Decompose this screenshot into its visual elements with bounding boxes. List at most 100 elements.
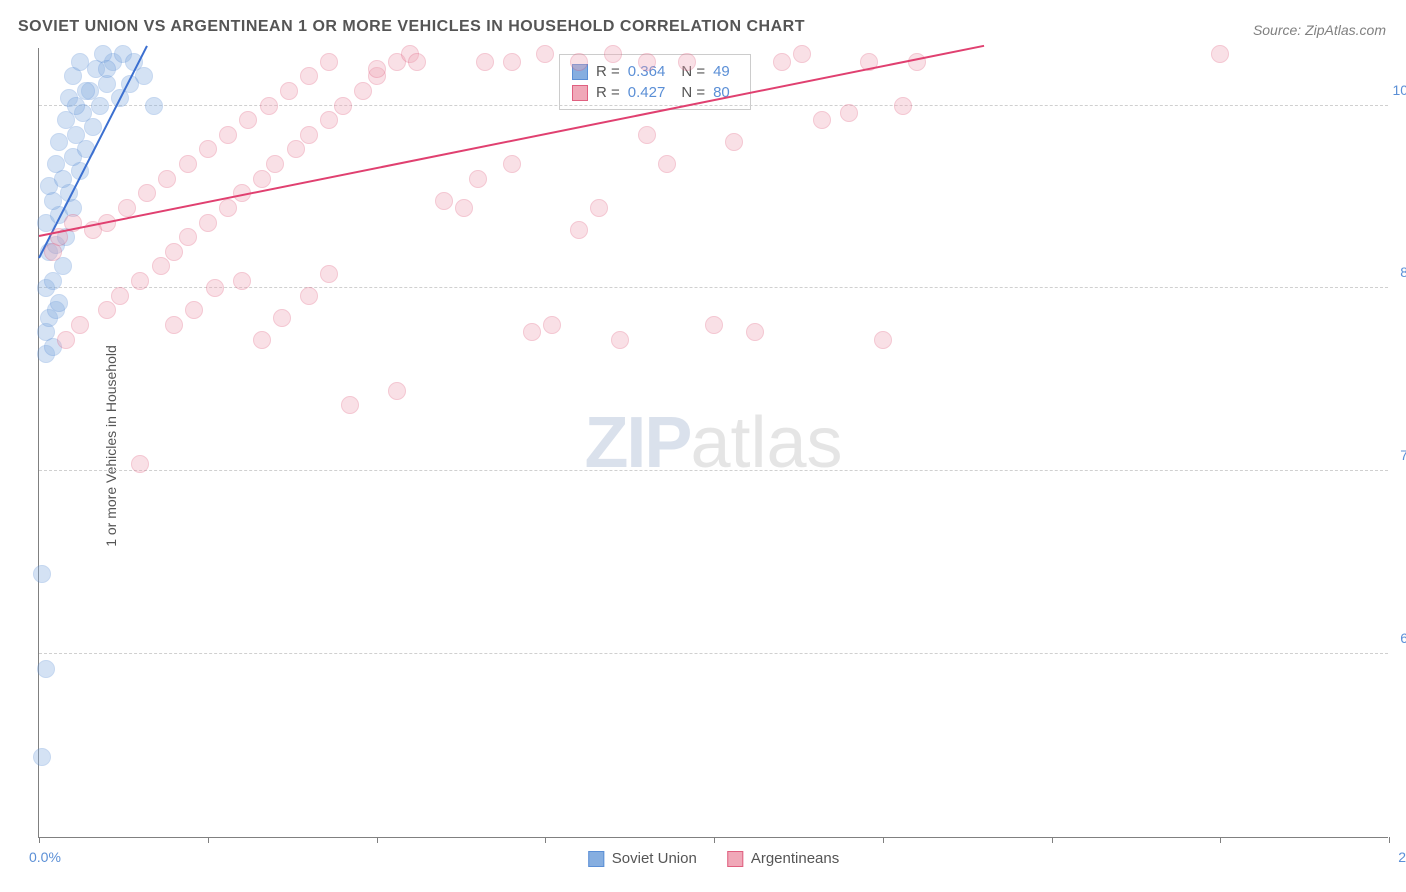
data-point [287, 140, 305, 158]
data-point [570, 53, 588, 71]
data-point [219, 199, 237, 217]
data-point [874, 331, 892, 349]
gridline [39, 470, 1388, 471]
source-attribution: Source: ZipAtlas.com [1253, 22, 1386, 38]
data-point [71, 316, 89, 334]
y-tick-label: 100.0% [1393, 82, 1406, 98]
legend-item: Argentineans [727, 850, 839, 867]
legend-label-r: R = [596, 63, 620, 80]
data-point [131, 455, 149, 473]
data-point [604, 45, 622, 63]
legend-swatch [572, 85, 588, 101]
data-point [773, 53, 791, 71]
data-point [179, 155, 197, 173]
y-tick-label: 62.5% [1400, 630, 1406, 646]
data-point [658, 155, 676, 173]
legend-item: Soviet Union [588, 850, 697, 867]
data-point [1211, 45, 1229, 63]
data-point [341, 396, 359, 414]
data-point [67, 126, 85, 144]
data-point [611, 331, 629, 349]
x-tick [377, 837, 378, 843]
x-tick [208, 837, 209, 843]
data-point [570, 221, 588, 239]
legend-label-n: N = [681, 84, 705, 101]
data-point [54, 257, 72, 275]
legend-series-name: Soviet Union [612, 850, 697, 867]
data-point [334, 97, 352, 115]
data-point [320, 111, 338, 129]
data-point [253, 331, 271, 349]
data-point [469, 170, 487, 188]
legend-swatch [588, 851, 604, 867]
data-point [260, 97, 278, 115]
data-point [199, 140, 217, 158]
y-tick-label: 87.5% [1400, 264, 1406, 280]
data-point [185, 301, 203, 319]
data-point [152, 257, 170, 275]
data-point [138, 184, 156, 202]
x-tick [714, 837, 715, 843]
data-point [638, 53, 656, 71]
series-legend: Soviet Union Argentineans [588, 850, 839, 867]
data-point [536, 45, 554, 63]
x-tick [545, 837, 546, 843]
legend-series-name: Argentineans [751, 850, 839, 867]
data-point [543, 316, 561, 334]
data-point [894, 97, 912, 115]
data-point [158, 170, 176, 188]
x-tick [1052, 837, 1053, 843]
data-point [206, 279, 224, 297]
data-point [239, 111, 257, 129]
data-point [840, 104, 858, 122]
data-point [71, 53, 89, 71]
data-point [67, 97, 85, 115]
data-point [233, 272, 251, 290]
x-tick [883, 837, 884, 843]
data-point [84, 118, 102, 136]
data-point [638, 126, 656, 144]
data-point [725, 133, 743, 151]
legend-value-r: 0.427 [628, 84, 666, 101]
data-point [98, 301, 116, 319]
scatter-chart: ZIPatlas R =0.364N =49R =0.427N =80 Sovi… [38, 48, 1388, 838]
data-point [300, 126, 318, 144]
data-point [50, 294, 68, 312]
data-point [165, 316, 183, 334]
gridline [39, 653, 1388, 654]
x-axis-max-label: 20.0% [1398, 849, 1406, 865]
data-point [354, 82, 372, 100]
data-point [47, 155, 65, 173]
data-point [280, 82, 298, 100]
data-point [705, 316, 723, 334]
data-point [266, 155, 284, 173]
data-point [98, 60, 116, 78]
data-point [388, 382, 406, 400]
data-point [57, 331, 75, 349]
data-point [111, 287, 129, 305]
legend-swatch [727, 851, 743, 867]
chart-title: SOVIET UNION VS ARGENTINEAN 1 OR MORE VE… [18, 18, 805, 36]
data-point [300, 67, 318, 85]
data-point [320, 53, 338, 71]
data-point [320, 265, 338, 283]
data-point [131, 272, 149, 290]
x-axis-min-label: 0.0% [29, 849, 61, 865]
legend-value-n: 49 [713, 63, 730, 80]
data-point [199, 214, 217, 232]
data-point [219, 126, 237, 144]
data-point [91, 97, 109, 115]
data-point [33, 565, 51, 583]
data-point [746, 323, 764, 341]
data-point [273, 309, 291, 327]
data-point [523, 323, 541, 341]
gridline [39, 105, 1388, 106]
data-point [368, 60, 386, 78]
data-point [813, 111, 831, 129]
data-point [455, 199, 473, 217]
trend-line [39, 45, 984, 237]
data-point [118, 199, 136, 217]
data-point [793, 45, 811, 63]
data-point [50, 133, 68, 151]
data-point [435, 192, 453, 210]
